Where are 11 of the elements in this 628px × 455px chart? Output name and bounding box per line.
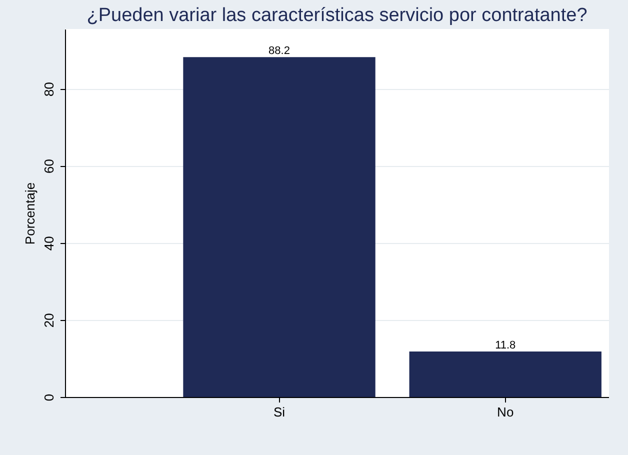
y-tick-label: 20	[42, 313, 56, 328]
data-label: 11.8	[495, 340, 516, 352]
y-tick-label: 80	[42, 82, 56, 96]
y-axis-title: Porcentaje	[22, 182, 38, 245]
x-tick-label: No	[497, 404, 514, 420]
y-tick-label: 60	[42, 159, 56, 174]
y-tick-label: 0	[42, 394, 56, 402]
chart-title: ¿Pueden variar las características servicio por contratante?	[86, 5, 588, 26]
data-label: 88.2	[268, 45, 290, 58]
y-tick-label: 40	[42, 236, 56, 251]
x-tick-label: Si	[273, 404, 286, 420]
